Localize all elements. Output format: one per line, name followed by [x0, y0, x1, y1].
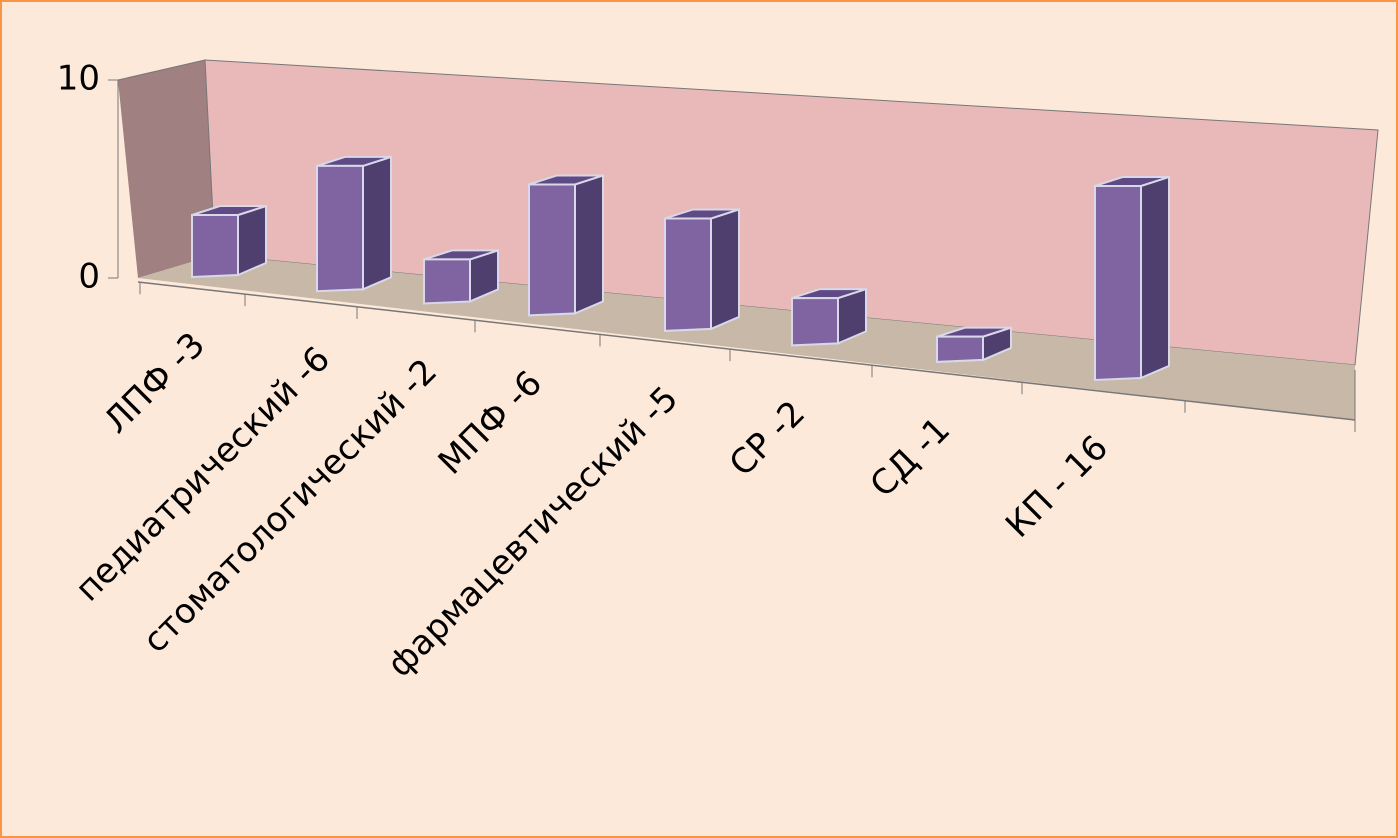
- x-axis: [137, 281, 1356, 421]
- y-tick-label: 10: [57, 59, 100, 99]
- bar-face: [710, 208, 740, 331]
- bar-face: [191, 214, 239, 279]
- bar: [528, 174, 604, 317]
- bar-face: [528, 183, 576, 317]
- bar-face: [316, 164, 364, 293]
- bar-face: [791, 297, 839, 347]
- bar-face: [1094, 184, 1142, 381]
- side-wall: [118, 60, 215, 278]
- bar-face: [664, 217, 712, 332]
- bar-face: [423, 258, 471, 305]
- y-tick-label: 0: [78, 257, 100, 297]
- bar: [316, 155, 392, 293]
- bar-face: [936, 335, 984, 363]
- bar-face: [1140, 175, 1170, 380]
- wall-edge: [117, 59, 206, 81]
- bar: [664, 208, 740, 332]
- bar-face: [362, 155, 392, 291]
- bar-face: [574, 174, 604, 315]
- bar-face: [237, 204, 267, 277]
- bar: [936, 326, 1012, 363]
- bar: [423, 249, 499, 305]
- bar: [1094, 175, 1170, 381]
- bar: [791, 287, 867, 347]
- bar: [191, 204, 267, 279]
